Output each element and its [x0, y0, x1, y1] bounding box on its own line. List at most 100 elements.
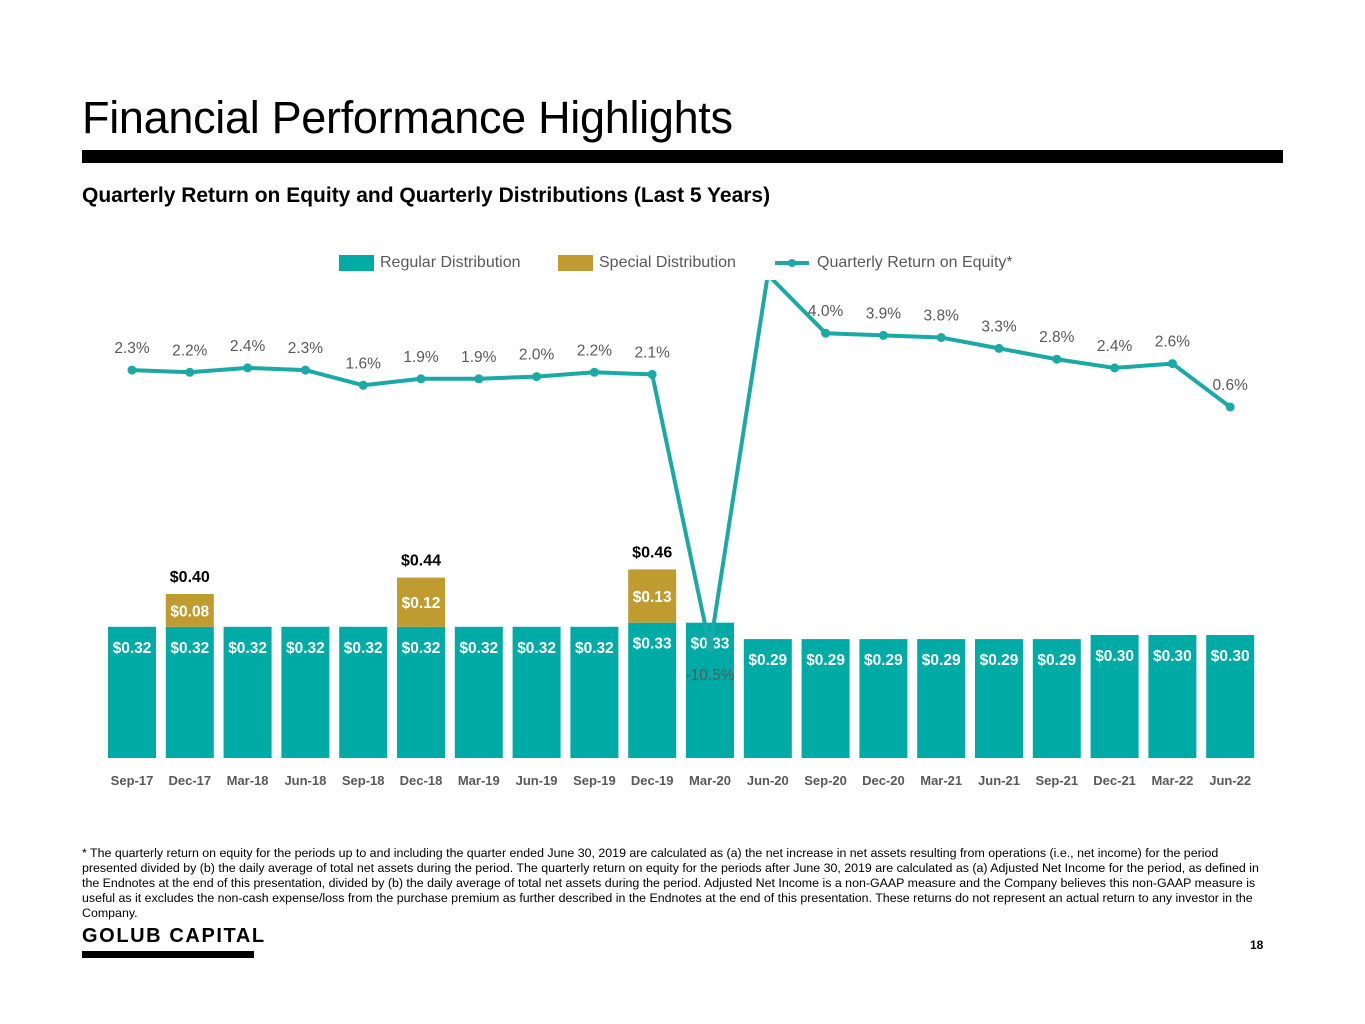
roe-point [1167, 359, 1177, 369]
x-tick-label: Sep-18 [342, 773, 385, 788]
bar-label-regular: $0.32 [402, 640, 441, 657]
bar-label-regular: $0.32 [228, 640, 267, 657]
bar-label-regular: $0.32 [286, 640, 325, 657]
bar-regular [223, 626, 272, 758]
roe-point [416, 374, 426, 384]
x-tick-label: Mar-20 [689, 773, 731, 788]
x-tick-label: Sep-19 [573, 773, 616, 788]
bar-regular [339, 626, 388, 758]
roe-point [647, 369, 657, 379]
x-tick-label: Sep-17 [111, 773, 154, 788]
roe-data-label: 3.3% [981, 318, 1017, 335]
brand-logo: GOLUB CAPITAL [82, 925, 266, 947]
roe-point [127, 365, 137, 375]
roe-point [878, 330, 888, 340]
x-tick-label: Dec-21 [1093, 773, 1136, 788]
roe-data-label: -10.5% [685, 667, 734, 684]
x-tick-label: Dec-20 [862, 773, 905, 788]
bar-regular [801, 639, 850, 758]
x-tick-label: Mar-22 [1151, 773, 1193, 788]
roe-data-label: 3.9% [866, 305, 902, 322]
roe-data-label: 2.2% [172, 342, 208, 359]
bar-label-regular: $0.32 [459, 640, 498, 657]
roe-data-label: 2.6% [1155, 334, 1191, 351]
roe-data-label: 2.0% [519, 347, 555, 364]
bar-label-special: $0.08 [170, 603, 209, 620]
roe-data-label: 1.9% [403, 349, 439, 366]
bar-label-regular: $0.32 [575, 640, 614, 657]
bar-regular [108, 626, 156, 758]
legend-label-roe: Quarterly Return on Equity* [817, 254, 1013, 271]
legend-item-regular: Regular Distribution [339, 250, 521, 276]
roe-point [705, 643, 715, 653]
roe-point [1110, 363, 1120, 373]
legend-item-roe: Quarterly Return on Equity* [775, 250, 1013, 276]
x-tick-label: Jun-19 [516, 773, 558, 788]
x-tick-label: Mar-18 [227, 773, 269, 788]
roe-line [131, 280, 1232, 650]
x-tick-label: Jun-20 [747, 773, 789, 788]
footnote: * The quarterly return on equity for the… [82, 846, 1259, 920]
bar-label-regular: $0.32 [113, 640, 152, 657]
roe-point [589, 367, 599, 377]
bar-label-regular: $0.30 [1153, 648, 1192, 665]
x-tick-label: Dec-17 [168, 773, 211, 788]
bar-label-regular: $0.29 [748, 652, 787, 669]
legend-swatch-special [558, 255, 593, 271]
roe-data-label: 1.9% [461, 349, 497, 366]
bar-regular [975, 639, 1023, 758]
legend-label-special: Special Distribution [599, 254, 736, 271]
bar-regular [281, 626, 330, 758]
bar-label-special: $0.12 [402, 595, 441, 612]
bar-label-regular: $0.30 [1211, 648, 1250, 665]
bar-total-label: $0.44 [401, 553, 441, 570]
x-tick-label: Jun-18 [284, 773, 326, 788]
title-underline [82, 150, 1283, 163]
roe-data-label: 2.4% [1097, 338, 1133, 355]
roe-point [1225, 402, 1235, 412]
roe-data-label: 2.1% [635, 344, 671, 361]
bar-total-label: $0.40 [170, 569, 210, 586]
x-tick-label: Sep-20 [804, 773, 847, 788]
bar-label-regular: $0.29 [806, 652, 845, 669]
roe-point [994, 343, 1004, 353]
bar-special [397, 577, 445, 627]
x-tick-label: Dec-18 [400, 773, 443, 788]
x-tick-label: Jun-21 [978, 773, 1020, 788]
bar-label-regular: $0.33 [633, 636, 672, 653]
bar-label-regular: $0.32 [344, 640, 383, 657]
bar-regular [743, 639, 792, 758]
bar-label-regular: $0.30 [1095, 648, 1134, 665]
x-tick-label: Sep-21 [1035, 773, 1078, 788]
page-number: 18 [1250, 938, 1264, 952]
bar-special [165, 594, 214, 627]
roe-data-label: 2.3% [288, 340, 324, 357]
roe-point [358, 380, 368, 390]
bar-regular [1206, 635, 1255, 758]
bar-label-regular: $0.29 [922, 652, 961, 669]
chart-subtitle: Quarterly Return on Equity and Quarterly… [82, 184, 771, 207]
roe-data-label: 2.8% [1039, 329, 1075, 346]
bar-label-regular: $0.29 [864, 652, 903, 669]
bar-label-regular: $0.32 [170, 640, 209, 657]
roe-data-label: 3.8% [924, 308, 960, 325]
roe-point [821, 328, 831, 338]
roe-point [243, 363, 253, 373]
bar-regular [454, 626, 503, 758]
bar-regular [917, 639, 966, 758]
page-title: Financial Performance Highlights [82, 92, 733, 143]
bar-regular [570, 626, 619, 758]
roe-point [936, 333, 946, 343]
legend-item-special: Special Distribution [558, 250, 736, 276]
roe-data-label: 4.0% [808, 303, 844, 320]
bar-regular [165, 626, 214, 758]
distribution-roe-chart: $0.32 Sep-17 $0.32 $0.08 $0.40 Dec-17 $0.32 Mar… [108, 280, 1255, 788]
bar-label-regular: $0.32 [517, 640, 556, 657]
x-tick-label: Dec-19 [631, 773, 674, 788]
x-tick-label: Jun-22 [1209, 773, 1251, 788]
bar-total-label: $0.46 [632, 544, 672, 561]
bar-regular [859, 639, 908, 758]
roe-point [300, 365, 310, 375]
roe-data-label: 2.2% [577, 342, 613, 359]
bar-regular [1032, 639, 1081, 758]
